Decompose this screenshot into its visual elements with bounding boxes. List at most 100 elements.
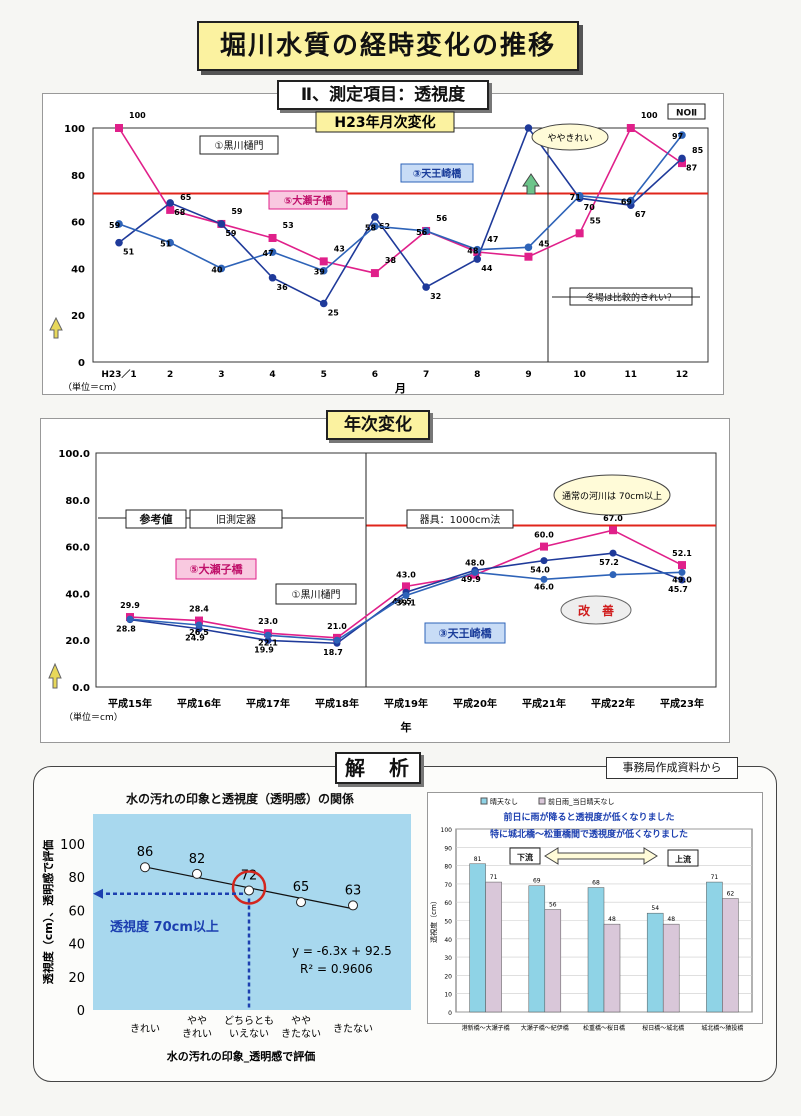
x-tick-label: きたない [281,1028,321,1040]
unit-note: （単位＝cm） [63,381,122,393]
y-tick-label: 50 [444,919,452,926]
series-line-2 [118,134,683,272]
callout-tenno: ③天王崎橋 [413,167,462,180]
annual-section-title: 年次変化 [326,410,430,440]
bar-note-1: 前日に雨が降ると透視度が低くなりました [503,811,674,823]
data-label: 36 [277,283,289,292]
y-tick-label: 60 [71,218,85,229]
x-tick-label: 9 [525,370,531,380]
data-label: 39 [314,268,326,277]
y-tick-label: 60 [444,900,452,907]
data-label: 46.0 [534,582,554,591]
data-label: 32 [430,292,441,301]
data-label: 97 [672,132,683,141]
data-point [678,154,686,163]
bar [662,923,680,1013]
callout-normal-river-bubble [553,474,671,516]
data-label: 87 [686,163,697,172]
x-tick-label: 平成18年 [315,697,359,710]
highlight-circle [231,870,267,905]
data-label: 44 [481,264,493,273]
callout-improve: 改 善 [578,603,614,618]
callout-tenno: ③天王崎橋 [438,626,492,640]
y-tick-label: 90 [444,845,452,852]
data-label: 59 [231,207,243,216]
y-tick-label: 20.0 [65,636,90,647]
data-label: 55 [590,216,602,225]
x-axis-label: 水の汚れの印象_透明感で評価 [167,1049,316,1063]
data-label: 56 [416,228,428,237]
y-tick-label: 20 [68,971,85,986]
data-point [166,205,175,214]
data-point [370,269,379,278]
data-label: 48.0 [465,559,485,568]
data-label: 25 [328,309,340,318]
bar-value-label: 81 [474,856,482,863]
monthly-section-title: Ⅱ、測定項目：透視度 [277,80,489,110]
data-point [609,526,617,535]
x-tick-label: 3 [218,370,224,380]
data-point [678,131,686,139]
x-tick-label: 平成19年 [384,697,428,710]
callout-kurokawa: ①黒川樋門 [292,588,341,601]
bar [528,885,546,1013]
data-point [217,220,226,228]
legend-label: 前日雨_当日晴天なし [548,797,615,806]
data-label: 18.7 [323,648,343,657]
data-label: 82 [189,852,206,867]
data-label: 28.4 [189,605,209,614]
y-tick-label: 40 [71,264,85,275]
x-tick-label: やや [187,1015,207,1027]
y-tick-label: 40.0 [65,589,90,600]
bar [706,881,723,1013]
data-point [268,248,277,256]
data-label: 68 [174,208,186,217]
data-point [217,264,226,273]
data-point [678,159,686,168]
data-point [540,575,548,583]
legend-swatch [480,797,488,805]
up-arrow-icon [48,662,62,689]
downstream-label: 下流 [517,852,533,862]
callout-oosego-box [175,558,257,580]
data-point [264,631,272,639]
x-tick-label: 大瀬子橋～紀伊橋 [521,1024,569,1032]
data-label: 22.1 [258,638,278,647]
data-point [319,266,328,275]
bar-value-label: 62 [727,891,735,898]
data-point [422,227,430,235]
x-tick-label: 平成16年 [177,697,221,710]
bar [603,923,621,1013]
data-label: 85 [692,146,704,155]
callout-oosego: ⑤大瀬子橋 [284,194,333,207]
data-label: 86 [137,845,154,860]
callout-oosego: ⑤大瀬子橋 [189,562,243,576]
x-axis-label: 月 [394,382,406,395]
data-point [422,283,430,291]
x-tick-label: 6 [372,370,378,380]
x-axis-label: 年 [401,720,412,734]
data-label: 51 [160,240,172,249]
analysis-section-title: 解 析 [335,752,421,784]
y-tick-label: 80 [71,171,85,182]
scatter-title: 水の汚れの印象と透視度（透明感）の関係 [126,792,355,806]
x-tick-label: 2 [167,370,173,380]
x-tick-label: やや [291,1015,311,1027]
data-label: 58 [365,223,377,232]
legend-swatch [538,797,546,805]
data-point [319,257,328,266]
x-tick-label: 城北橋～猿投橋 [701,1024,743,1032]
data-point [609,571,617,579]
callout-new-method: 器具：1000cm法 [420,513,501,526]
data-point [575,229,584,238]
bar-note-2: 特に城北橋～松重橋間で透視度が低くなりました [490,828,688,840]
data-point [166,199,174,207]
downstream-label-box [509,847,541,865]
data-point [678,568,686,576]
data-point [473,245,482,254]
source-note: 事務局作成資料から [606,757,738,779]
callout-tenno-box [400,163,474,183]
data-label: 71 [570,193,582,202]
data-point [268,233,277,242]
